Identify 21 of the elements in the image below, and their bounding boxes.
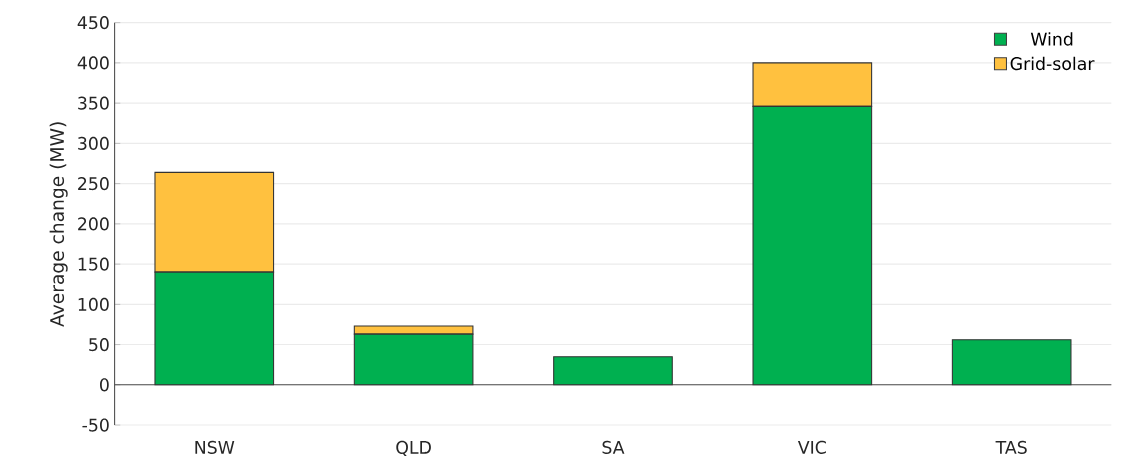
x-tick-label: VIC bbox=[797, 440, 826, 454]
x-tick-label: SA bbox=[602, 440, 625, 454]
y-tick-label: 400 bbox=[77, 56, 109, 70]
legend-label: Grid-solar bbox=[1010, 56, 1095, 71]
y-tick-label: 150 bbox=[78, 257, 109, 271]
y-tick-label: 200 bbox=[78, 217, 109, 231]
y-tick-label: 100 bbox=[78, 297, 109, 311]
bar bbox=[553, 356, 673, 386]
y-tick-label: 450 bbox=[77, 16, 109, 30]
legend-label: Wind bbox=[1030, 32, 1073, 46]
bar bbox=[951, 339, 1072, 386]
y-tick-label: 300 bbox=[78, 136, 109, 150]
y-tick-label: 350 bbox=[78, 96, 109, 110]
y-tick-label: 50 bbox=[89, 338, 109, 352]
y-axis-title: Average change (MW) bbox=[49, 122, 68, 327]
x-tick-label: QLD bbox=[396, 440, 431, 456]
x-tick-label: TAS bbox=[995, 440, 1027, 454]
x-tick-label: NSW bbox=[195, 440, 235, 454]
y-tick-label: 0 bbox=[100, 378, 109, 392]
y-tick-label: 250 bbox=[78, 177, 109, 191]
y-tick-label: -50 bbox=[82, 418, 109, 432]
